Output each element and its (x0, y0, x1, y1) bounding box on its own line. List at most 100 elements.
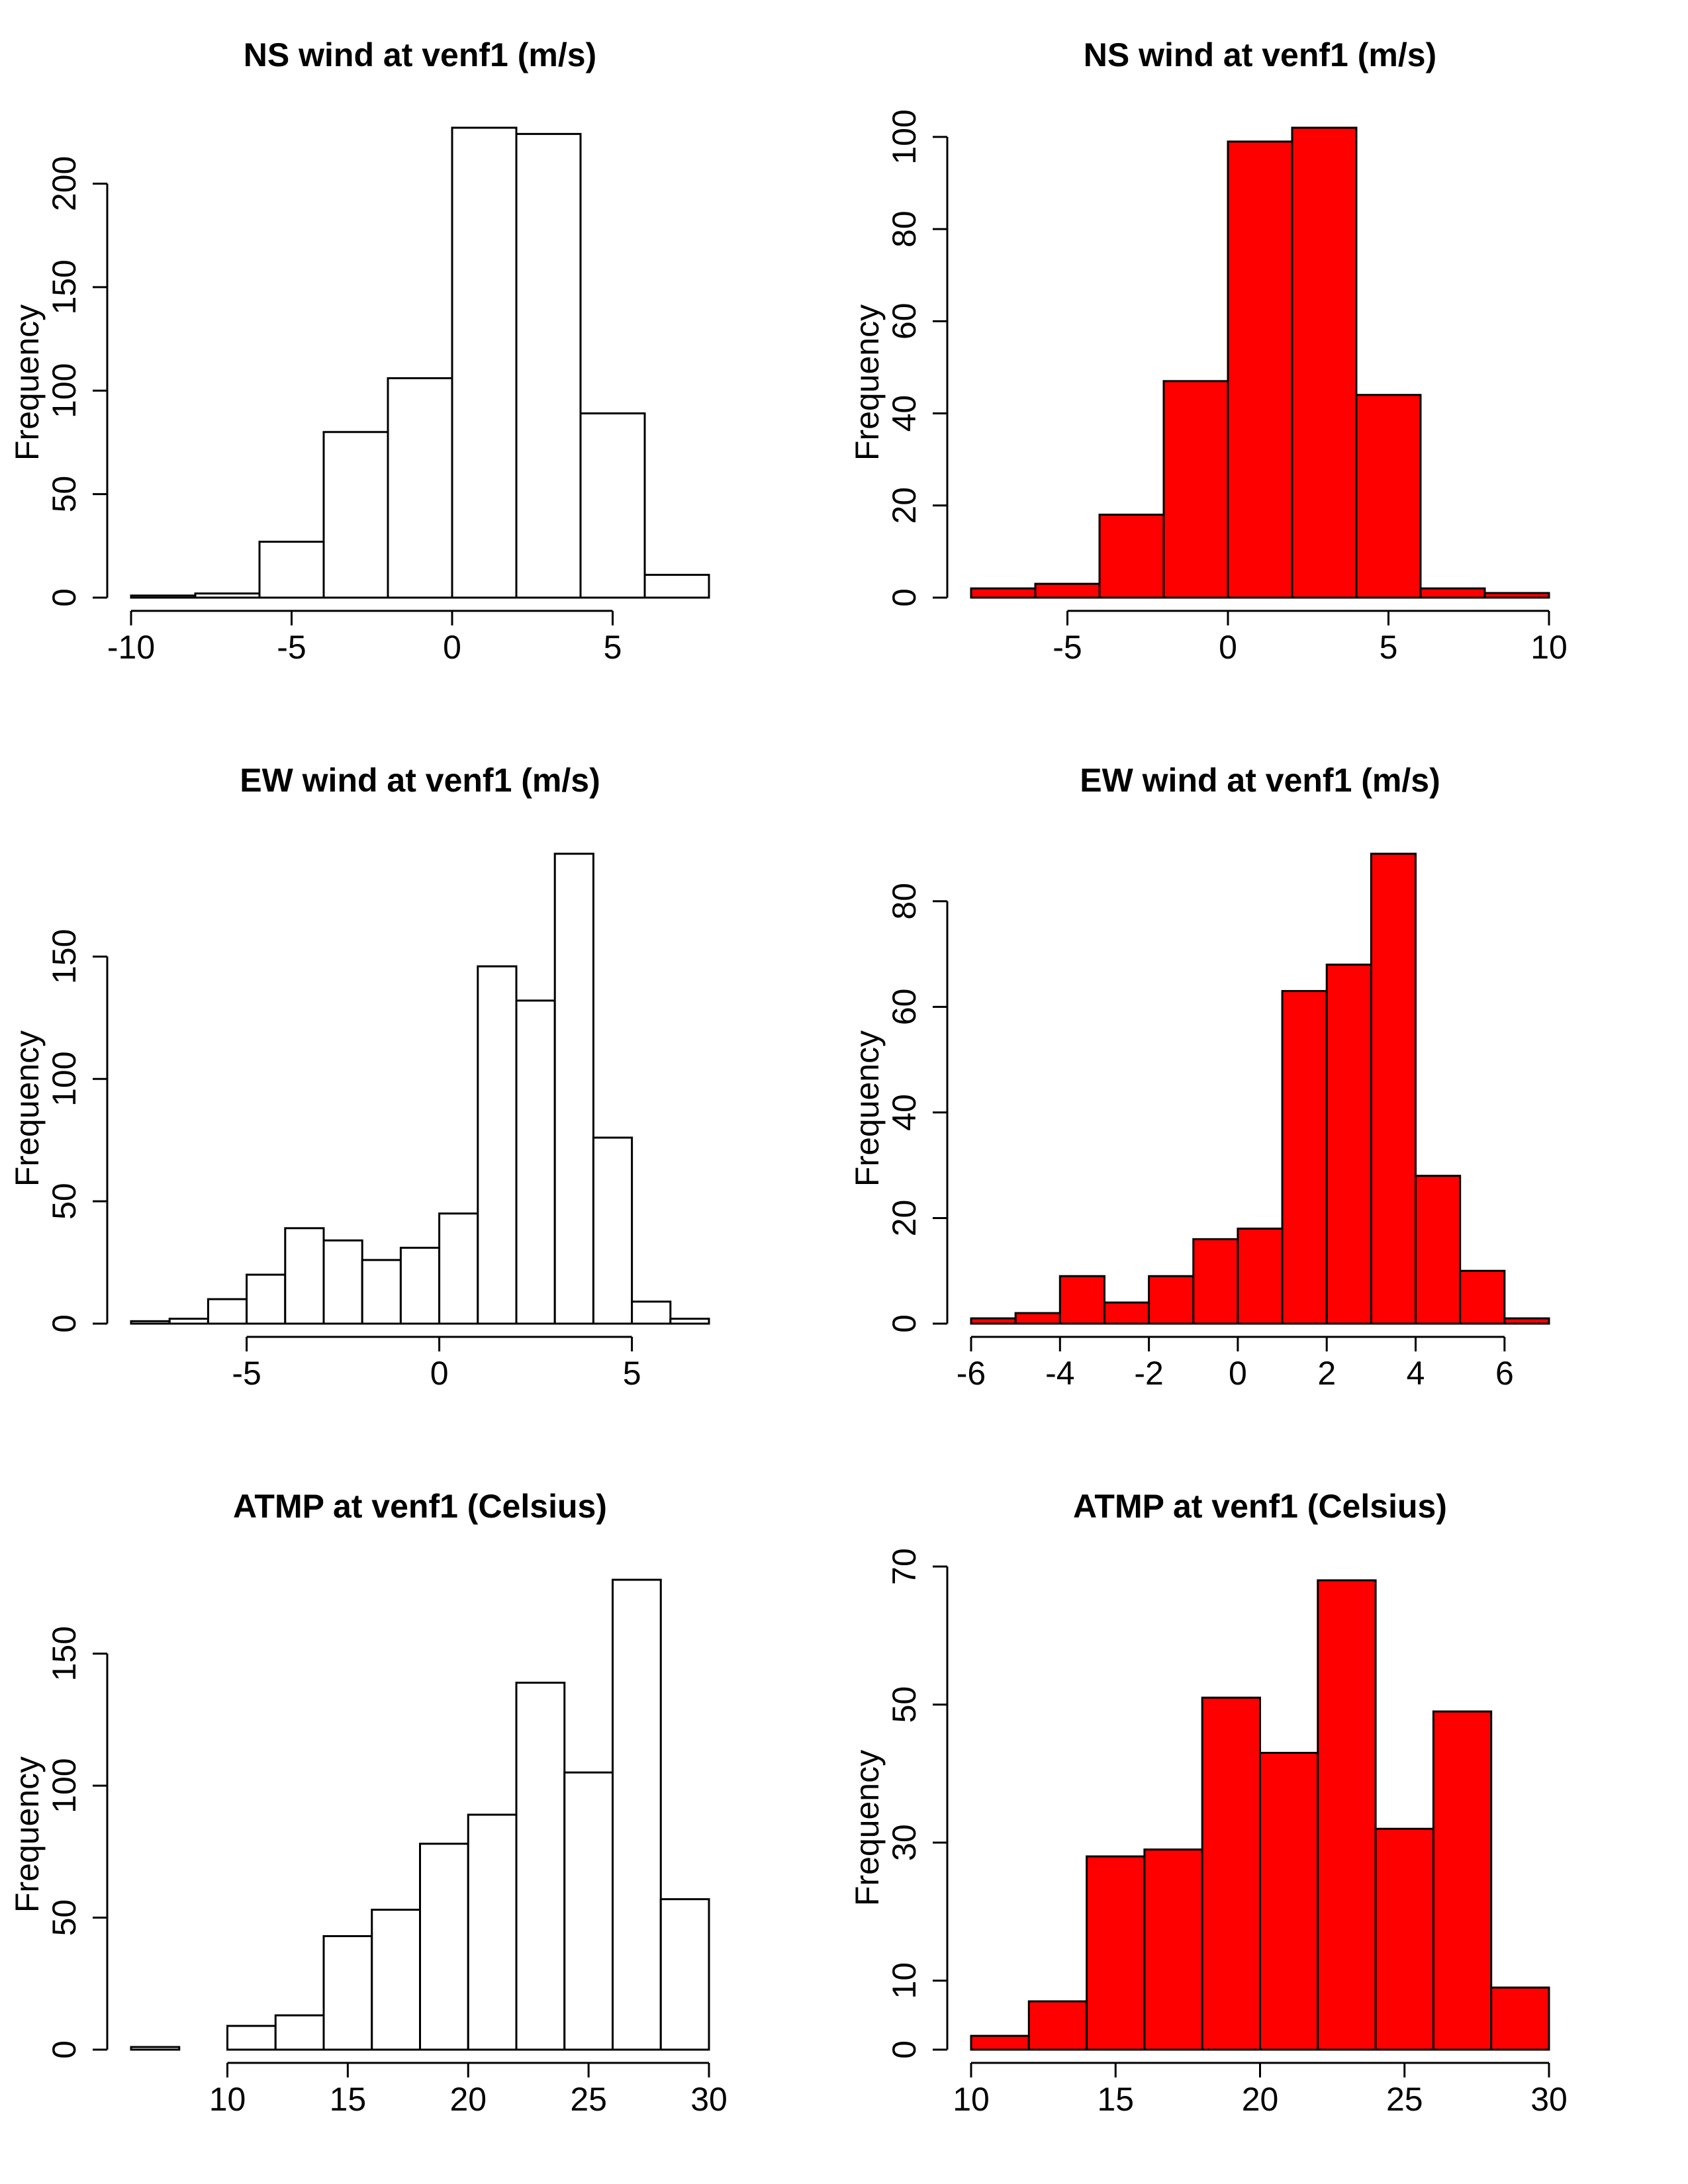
histogram-bar (1374, 1827, 1434, 2051)
x-tick-label: 30 (690, 2081, 727, 2118)
chart-title: EW wind at venf1 (m/s) (240, 762, 600, 799)
histogram-bar (1415, 1175, 1462, 1325)
y-tick-label: 50 (46, 476, 83, 513)
x-tick-label: 6 (1495, 1355, 1514, 1392)
x-tick-label: -4 (1045, 1355, 1074, 1392)
y-tick-label: 70 (886, 1548, 923, 1585)
histogram-bar (1098, 514, 1165, 599)
y-axis-label: Frequency (9, 304, 46, 461)
histogram-bar (1281, 989, 1328, 1325)
chart-title: EW wind at venf1 (m/s) (1080, 762, 1440, 799)
x-tick-label: 5 (623, 1355, 641, 1392)
histogram-bar (130, 1320, 171, 1325)
histogram-bar (515, 132, 582, 599)
y-tick-label: 40 (886, 395, 923, 432)
histogram-bar (1259, 1752, 1319, 2051)
y-tick-label: 150 (46, 929, 83, 984)
y-tick-label: 100 (886, 109, 923, 164)
x-tick-label: 15 (1097, 2081, 1134, 2118)
panel-ns-wind-red: NS wind at venf1 (m/s)-5 0 5 10020406080100… (849, 36, 1568, 666)
panel-atmp-red: ATMP at venf1 (Celsius) 10 15 20 25 30 0 10 30 50… (849, 1488, 1568, 2118)
x-tick-label: 5 (1380, 629, 1398, 666)
x-tick-label: 0 (430, 1355, 449, 1392)
histogram-bar (1483, 592, 1550, 599)
histogram-bar (970, 2034, 1030, 2051)
x-tick-label: 0 (1219, 629, 1237, 666)
y-tick-label: 50 (46, 1183, 83, 1220)
y-tick-label: 80 (886, 883, 923, 920)
histogram-bar (1103, 1301, 1150, 1325)
histogram-bar (194, 592, 261, 599)
panel-atmp-all: ATMP at venf1 (Celsius) 10 15 20 25 30 0 50 100 1… (9, 1488, 727, 2118)
chart-title: NS wind at venf1 (m/s) (1084, 36, 1436, 73)
histogram-bar (515, 1682, 566, 2051)
y-tick-label: 30 (886, 1824, 923, 1861)
histogram-bar (1419, 587, 1486, 599)
histogram-bar (371, 1909, 421, 2051)
histogram-bar (1237, 1227, 1284, 1325)
histogram-bar (563, 1771, 614, 2051)
histogram-bar (387, 377, 453, 599)
histogram-bar (553, 852, 594, 1325)
histogram-bar (168, 1318, 209, 1325)
y-tick-label: 50 (886, 1686, 923, 1723)
histogram-bar (1325, 964, 1372, 1325)
y-tick-label: 0 (886, 588, 923, 607)
y-tick-label: 150 (46, 1626, 83, 1681)
histogram-bar (1227, 140, 1293, 599)
histogram-bar (438, 1212, 479, 1325)
histogram-bar (612, 1578, 662, 2051)
histogram-bar (451, 126, 518, 599)
histogram-bar (322, 431, 389, 599)
histogram-bar (669, 1318, 710, 1325)
y-tick-label: 0 (886, 2040, 923, 2059)
histogram-bar (1027, 2000, 1088, 2051)
y-tick-label: 200 (46, 156, 83, 211)
histogram-bar (322, 1239, 363, 1325)
y-tick-label: 80 (886, 210, 923, 248)
x-tick-label: 0 (1229, 1355, 1247, 1392)
chart-title: ATMP at venf1 (Celsius) (1073, 1488, 1447, 1525)
x-tick-label: 25 (1386, 2081, 1423, 2118)
x-tick-label: -6 (957, 1355, 986, 1392)
histogram-bar (361, 1259, 402, 1325)
y-tick-label: 150 (46, 259, 83, 314)
histogram-bar (1355, 394, 1422, 599)
y-tick-label: 20 (886, 1200, 923, 1237)
panel-ns-wind-all: NS wind at venf1 (m/s)-10 -5 0 505010015020… (9, 36, 710, 666)
y-axis-label: Frequency (9, 1756, 46, 1913)
y-tick-label: 0 (886, 1314, 923, 1333)
x-tick-label: 30 (1530, 2081, 1568, 2118)
histogram-bar (579, 412, 646, 599)
panel-ew-wind-all: EW wind at venf1 (m/s)-5 0 5050100150Frequ… (9, 762, 710, 1392)
y-axis-label: Frequency (849, 1030, 886, 1187)
y-tick-label: 60 (886, 303, 923, 340)
histogram-bar (1370, 852, 1417, 1325)
histogram-bar (1291, 126, 1358, 599)
y-tick-label: 10 (886, 1962, 923, 1999)
y-tick-label: 0 (46, 2040, 83, 2059)
histogram-bar (970, 1317, 1017, 1325)
histogram-bar (207, 1298, 248, 1325)
x-tick-label: 10 (1530, 629, 1568, 666)
x-tick-label: 25 (570, 2081, 607, 2118)
histogram-bar (322, 1934, 373, 2051)
x-tick-label: 20 (449, 2081, 487, 2118)
histogram-bar (1432, 1710, 1493, 2051)
histogram-bar (1148, 1275, 1195, 1325)
histogram-bar (1192, 1238, 1239, 1325)
histogram-bar (399, 1246, 441, 1325)
histogram-bar (1503, 1317, 1550, 1325)
y-axis-label: Frequency (849, 1750, 886, 1906)
x-tick-label: -5 (232, 1355, 261, 1392)
y-tick-label: 60 (886, 989, 923, 1026)
histogram-bar (477, 965, 518, 1325)
x-tick-label: 2 (1317, 1355, 1336, 1392)
histogram-bar (246, 1273, 287, 1325)
histogram-bar (659, 1898, 710, 2051)
chart-title: ATMP at venf1 (Celsius) (233, 1488, 607, 1525)
x-tick-label: -5 (277, 629, 306, 666)
x-tick-label: 10 (953, 2081, 990, 2118)
x-tick-label: 15 (330, 2081, 367, 2118)
histogram-bar (130, 2046, 181, 2051)
